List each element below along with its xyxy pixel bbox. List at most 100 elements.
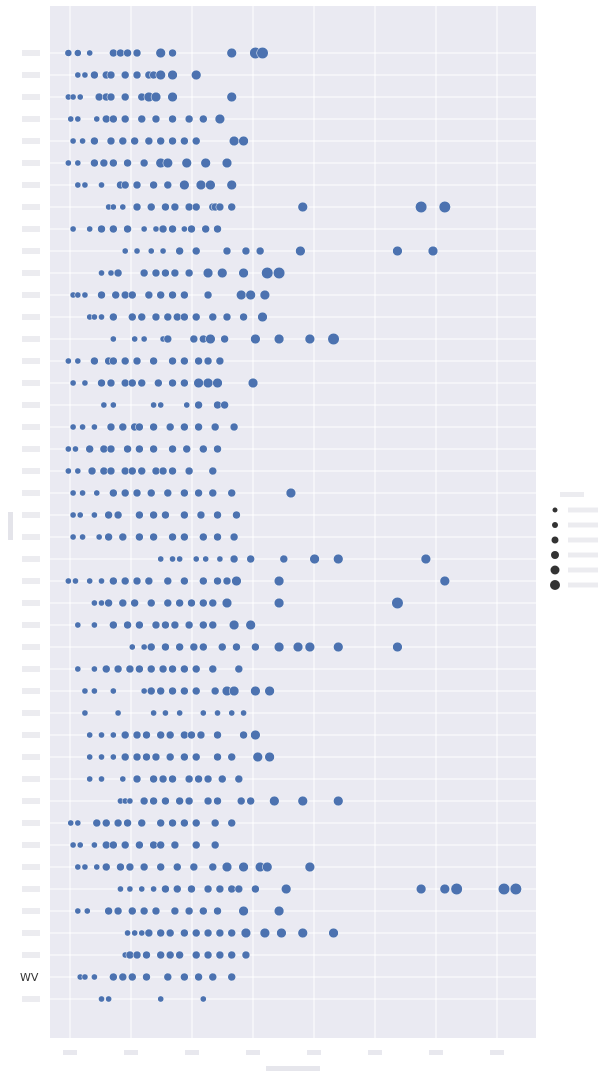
data-point [218, 642, 227, 652]
legend-label [568, 582, 598, 588]
data-point [226, 47, 237, 59]
data-point [208, 972, 218, 982]
data-point [128, 643, 136, 651]
data-point [438, 200, 451, 214]
data-point [220, 400, 229, 410]
data-point [195, 179, 207, 191]
data-point [132, 752, 142, 762]
y-tick-label [22, 490, 40, 496]
data-point [93, 115, 101, 123]
data-point [135, 664, 144, 674]
data-point [183, 401, 191, 409]
data-point [120, 180, 130, 190]
data-point [180, 312, 189, 322]
data-point [180, 532, 189, 542]
data-point [161, 642, 170, 652]
data-point [123, 620, 132, 630]
data-point [86, 577, 94, 585]
data-point [120, 356, 130, 366]
data-point [91, 841, 98, 849]
data-point [132, 950, 142, 960]
data-point [109, 312, 118, 322]
data-point [245, 619, 256, 631]
data-point [106, 92, 116, 102]
data-point [199, 114, 208, 124]
data-point [180, 356, 189, 366]
data-point [213, 444, 222, 454]
data-point [101, 862, 111, 872]
data-point [191, 136, 201, 146]
data-point [106, 136, 116, 146]
data-point [157, 401, 165, 409]
data-point [156, 950, 165, 960]
data-point [273, 575, 285, 587]
data-point [238, 905, 249, 917]
x-tick-label [368, 1050, 382, 1055]
legend-marker [550, 565, 560, 575]
data-point [74, 907, 82, 915]
data-point [180, 378, 189, 388]
data-point [180, 576, 189, 586]
data-point [91, 599, 98, 607]
data-point [175, 246, 184, 256]
data-point [76, 841, 84, 849]
data-point [113, 818, 123, 828]
data-point [110, 335, 117, 343]
data-point [109, 620, 118, 630]
data-point [165, 422, 175, 432]
data-point [116, 48, 125, 58]
data-point [191, 752, 201, 762]
x-tick-label [63, 1050, 77, 1055]
data-point [170, 840, 180, 850]
data-point [74, 291, 82, 299]
data-point [273, 597, 285, 609]
data-point [113, 664, 123, 674]
data-point [154, 378, 163, 388]
y-tick-label [22, 930, 40, 936]
data-point [415, 200, 428, 214]
y-tick-label [22, 446, 40, 452]
data-point [281, 883, 292, 895]
data-point [420, 553, 432, 565]
data-point [74, 819, 82, 827]
data-point [139, 796, 149, 806]
data-point [227, 818, 236, 828]
y-tick-label [22, 534, 40, 540]
data-point [118, 422, 128, 432]
data-point [81, 291, 89, 299]
data-point [120, 730, 130, 740]
data-point [229, 532, 239, 542]
data-point [392, 641, 403, 653]
data-point [191, 312, 201, 322]
data-point [180, 928, 189, 938]
data-point [257, 311, 268, 323]
y-tick-label [22, 732, 40, 738]
data-point [91, 973, 98, 981]
data-point [216, 555, 224, 563]
data-point [144, 290, 154, 300]
data-point [79, 137, 86, 145]
data-point [151, 114, 161, 124]
data-point [91, 423, 98, 431]
data-point [120, 466, 130, 476]
data-point [180, 510, 189, 520]
data-point [120, 488, 130, 498]
data-point [118, 598, 128, 608]
data-point [200, 157, 211, 169]
data-point [168, 532, 177, 542]
data-point [241, 246, 251, 256]
data-point [142, 972, 151, 982]
x-tick-label [429, 1050, 443, 1055]
data-point [137, 378, 147, 388]
data-point [133, 247, 141, 255]
data-point [180, 488, 189, 498]
data-point [184, 268, 194, 278]
data-point [199, 444, 208, 454]
data-point [168, 224, 177, 234]
data-point [191, 928, 201, 938]
data-point [175, 950, 184, 960]
legend [550, 492, 598, 590]
data-point [213, 400, 222, 410]
data-point [147, 247, 155, 255]
data-point [208, 488, 218, 498]
